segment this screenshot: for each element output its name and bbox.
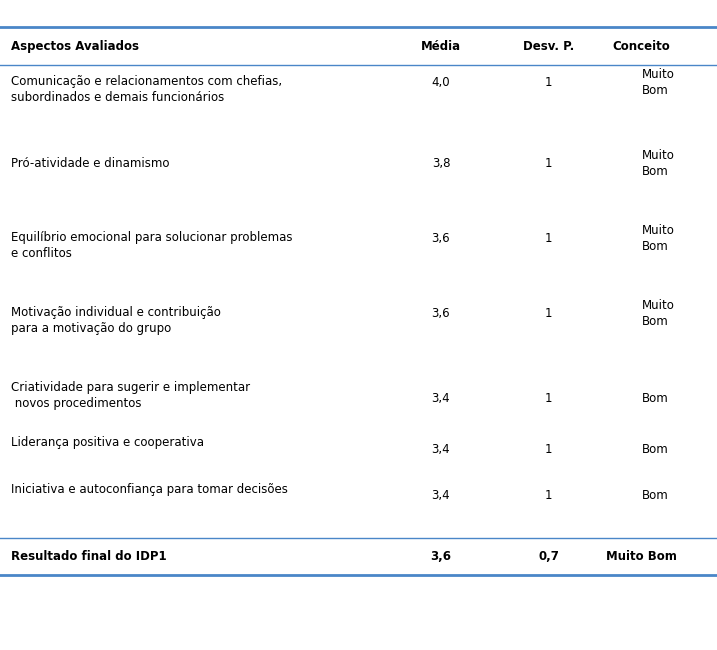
Text: Conceito: Conceito xyxy=(613,40,670,53)
Text: Desv. P.: Desv. P. xyxy=(523,40,574,53)
Text: Criatividade para sugerir e implementar
 novos procedimentos: Criatividade para sugerir e implementar … xyxy=(11,381,250,410)
Text: Muito Bom: Muito Bom xyxy=(607,550,677,563)
Text: 3,8: 3,8 xyxy=(432,157,450,170)
Text: Muito
Bom: Muito Bom xyxy=(642,68,675,97)
Text: Liderança positiva e cooperativa: Liderança positiva e cooperativa xyxy=(11,436,204,449)
Text: 3,4: 3,4 xyxy=(432,391,450,404)
Text: Comunicação e relacionamentos com chefias,
subordinados e demais funcionários: Comunicação e relacionamentos com chefia… xyxy=(11,75,282,105)
Text: 1: 1 xyxy=(545,307,552,320)
Text: Bom: Bom xyxy=(642,489,668,502)
Text: 1: 1 xyxy=(545,391,552,404)
Text: Equilíbrio emocional para solucionar problemas
e conflitos: Equilíbrio emocional para solucionar pro… xyxy=(11,231,293,261)
Text: 3,6: 3,6 xyxy=(432,232,450,245)
Text: Média: Média xyxy=(421,40,461,53)
Text: Iniciativa e autoconfiança para tomar decisões: Iniciativa e autoconfiança para tomar de… xyxy=(11,483,288,496)
Text: 3,4: 3,4 xyxy=(432,489,450,502)
Text: Aspectos Avaliados: Aspectos Avaliados xyxy=(11,40,139,53)
Text: 1: 1 xyxy=(545,443,552,456)
Text: Resultado final do IDP1: Resultado final do IDP1 xyxy=(11,550,166,563)
Text: Bom: Bom xyxy=(642,443,668,456)
Text: 1: 1 xyxy=(545,157,552,170)
Text: 1: 1 xyxy=(545,76,552,89)
Text: Muito
Bom: Muito Bom xyxy=(642,299,675,328)
Text: 1: 1 xyxy=(545,489,552,502)
Text: 1: 1 xyxy=(545,232,552,245)
Text: 3,4: 3,4 xyxy=(432,443,450,456)
Text: 0,7: 0,7 xyxy=(538,550,559,563)
Text: Motivação individual e contribuição
para a motivação do grupo: Motivação individual e contribuição para… xyxy=(11,306,221,335)
Text: Bom: Bom xyxy=(642,391,668,404)
Text: 3,6: 3,6 xyxy=(432,307,450,320)
Text: 4,0: 4,0 xyxy=(432,76,450,89)
Text: Muito
Bom: Muito Bom xyxy=(642,150,675,178)
Text: Muito
Bom: Muito Bom xyxy=(642,224,675,253)
Text: 3,6: 3,6 xyxy=(430,550,452,563)
Text: Pró-atividade e dinamismo: Pró-atividade e dinamismo xyxy=(11,157,169,170)
